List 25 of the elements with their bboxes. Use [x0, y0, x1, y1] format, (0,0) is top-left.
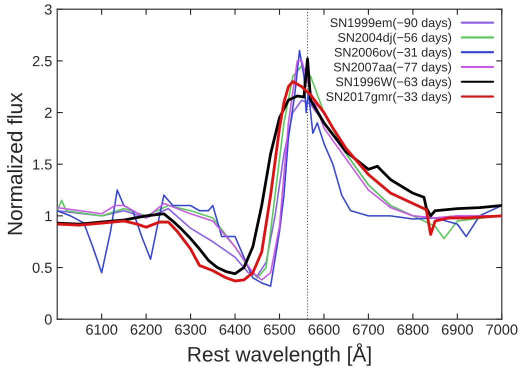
x-tick-label: 6800	[397, 324, 429, 335]
x-tick-label: 6700	[352, 324, 384, 335]
legend-label: SN2004dj(−56 days)	[338, 32, 452, 44]
y-axis-title: Normalized flux	[7, 92, 22, 234]
legend-label: SN2017gmr(−33 days)	[326, 92, 452, 104]
y-tick-label: 0.5	[32, 262, 52, 273]
x-tick-label: 6200	[130, 324, 162, 335]
x-tick-label: 6500	[264, 324, 296, 335]
y-tick-label: 2	[44, 108, 52, 118]
x-tick-label: 6400	[220, 324, 251, 335]
legend-label: SN2006ov(−31 days)	[334, 48, 452, 60]
y-tick-label: 1	[45, 211, 52, 222]
y-tick-label: 2.5	[32, 56, 52, 66]
x-tick-label: 6100	[86, 324, 118, 335]
legend-label: SN1996W(−63 days)	[336, 77, 452, 89]
x-tick-label: 6300	[175, 324, 206, 335]
legend-label: SN2007aa(−77 days)	[334, 62, 452, 74]
x-axis-title: Rest wavelength [Å]	[188, 343, 371, 366]
y-tick-label: 3	[44, 4, 52, 15]
x-tick-label: 6600	[308, 324, 340, 335]
y-tick-label: 1.5	[33, 159, 52, 170]
x-tick-label: 7000	[486, 324, 518, 335]
y-tick-label: 0	[44, 314, 52, 325]
legend-label: SN1999em(−90 days)	[330, 18, 452, 30]
x-tick-label: 6900	[442, 324, 473, 335]
